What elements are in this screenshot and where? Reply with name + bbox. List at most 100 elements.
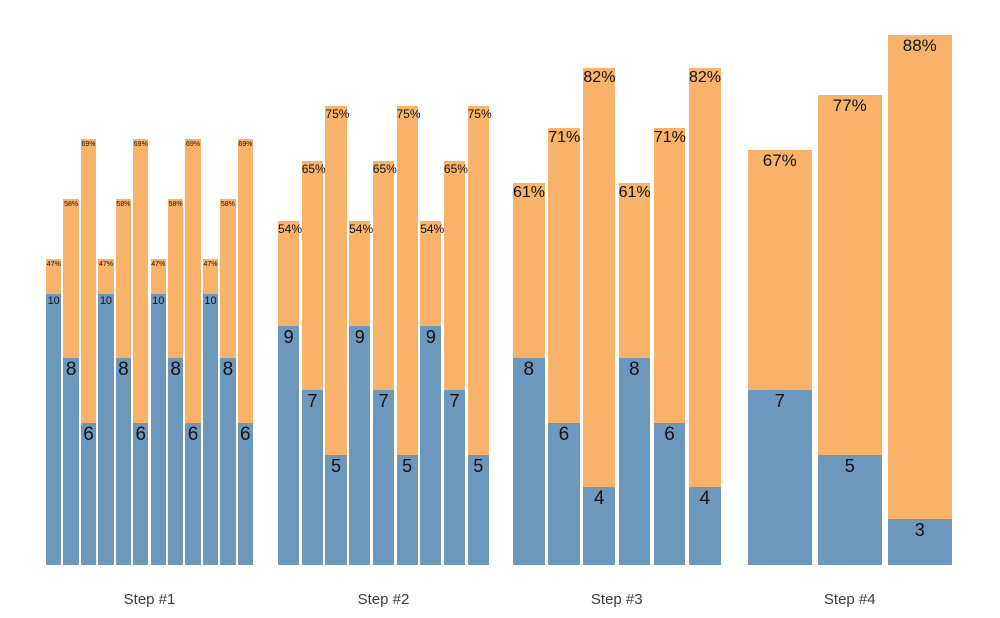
bar-stack: 58% 8 <box>115 198 132 565</box>
bar-stack: 47% 10 <box>98 258 114 565</box>
percent-label: 54% <box>420 221 445 236</box>
blue-segment <box>396 454 418 565</box>
orange-segment <box>689 68 721 565</box>
percent-label: 65% <box>443 161 468 176</box>
value-label: 6 <box>135 423 147 445</box>
bar-stack: 67% 7 <box>748 149 812 565</box>
percent-label: 69% <box>81 140 96 148</box>
percent-label: 61% <box>618 183 651 201</box>
bar-stack: 71% 6 <box>548 128 580 565</box>
percent-label: 77% <box>832 96 867 116</box>
value-label: 8 <box>118 359 129 380</box>
blue-segment <box>325 454 347 565</box>
bar-stack: 69% 6 <box>185 138 201 565</box>
bar-stack: 61% 8 <box>513 182 546 565</box>
value-label: 8 <box>65 359 77 380</box>
orange-segment <box>467 106 489 565</box>
value-label: 10 <box>204 294 217 307</box>
bar-stack: 69% 6 <box>237 138 253 565</box>
blue-segment <box>115 358 132 565</box>
bar-stack: 58% 8 <box>63 198 79 565</box>
orange-segment <box>583 68 615 565</box>
blue-segment <box>150 293 166 565</box>
group-axis-label: Step #2 <box>357 591 410 608</box>
value-label: 6 <box>83 423 94 445</box>
blue-segment <box>63 358 79 565</box>
blue-segment <box>278 325 300 565</box>
blue-segment <box>583 487 615 565</box>
blue-segment <box>467 454 489 565</box>
percent-label: 71% <box>653 129 686 147</box>
blue-segment <box>513 358 545 565</box>
percent-label: 54% <box>278 221 303 236</box>
value-label: 6 <box>187 423 199 445</box>
percent-label: 88% <box>902 36 937 56</box>
percent-label: 75% <box>467 107 492 122</box>
value-label: 5 <box>402 455 413 476</box>
bar-stack: 58% 8 <box>220 198 236 565</box>
bar-stack: 47% 10 <box>202 258 219 565</box>
blue-segment <box>420 325 442 565</box>
blue-segment <box>748 390 812 565</box>
bar-stack: 77% 5 <box>818 95 882 565</box>
value-label: 8 <box>629 359 640 380</box>
bar-stack: 65% 7 <box>443 160 468 565</box>
value-label: 7 <box>378 391 389 412</box>
value-label: 8 <box>222 359 234 380</box>
bar-stack: 54% 9 <box>420 220 445 565</box>
value-label: 6 <box>664 423 675 445</box>
group-axis-label: Step #4 <box>823 591 876 608</box>
percent-label: 82% <box>583 69 616 87</box>
bar-stack: 75% 5 <box>467 106 492 565</box>
orange-segment <box>325 106 347 565</box>
value-label: 9 <box>283 326 294 347</box>
value-label: 4 <box>699 488 711 509</box>
blue-segment <box>689 487 721 565</box>
bar-stack: 88% 3 <box>888 35 952 565</box>
blue-segment <box>98 293 114 565</box>
percent-label: 47% <box>46 260 61 268</box>
percent-label: 75% <box>325 107 350 122</box>
blue-segment <box>46 293 62 565</box>
value-label: 5 <box>473 455 484 476</box>
percent-label: 75% <box>396 107 421 122</box>
bar-stack: 71% 6 <box>653 128 686 565</box>
blue-segment <box>167 358 184 565</box>
bar-stack: 65% 7 <box>372 160 397 565</box>
value-label: 8 <box>523 359 535 380</box>
bar-stack: 75% 5 <box>325 106 350 565</box>
percent-label: 58% <box>220 200 235 208</box>
value-label: 10 <box>99 294 113 307</box>
percent-label: 71% <box>548 129 581 147</box>
percent-label: 61% <box>513 183 546 201</box>
value-label: 9 <box>425 326 436 347</box>
value-label: 7 <box>307 391 318 412</box>
bar-stack: 69% 6 <box>133 138 149 565</box>
percent-label: 58% <box>116 200 131 208</box>
percent-label: 58% <box>168 200 183 208</box>
percent-label: 54% <box>349 221 374 236</box>
percent-label: 47% <box>98 260 113 268</box>
blue-segment <box>443 390 466 565</box>
value-label: 6 <box>240 423 251 445</box>
blue-segment <box>80 422 97 565</box>
percent-label: 65% <box>301 161 326 176</box>
blue-segment <box>653 422 686 565</box>
bar-stack: 54% 9 <box>349 220 374 565</box>
blue-segment <box>220 358 236 565</box>
value-label: 5 <box>331 455 342 476</box>
blue-segment <box>237 422 253 565</box>
value-label: 7 <box>774 391 785 412</box>
value-label: 3 <box>914 520 925 541</box>
blue-segment <box>372 390 395 565</box>
bar-stack: 82% 4 <box>689 68 721 565</box>
bar-stack: 61% 8 <box>618 182 651 565</box>
orange-segment <box>396 106 418 565</box>
percent-label: 69% <box>133 140 148 148</box>
value-label: 6 <box>558 423 570 445</box>
group-axis-label: Step #3 <box>590 591 643 608</box>
orange-segment <box>888 35 952 565</box>
bar-stack: 47% 10 <box>150 258 166 565</box>
bar-stack: 75% 5 <box>396 106 421 565</box>
bar-stack: 54% 9 <box>278 220 303 565</box>
